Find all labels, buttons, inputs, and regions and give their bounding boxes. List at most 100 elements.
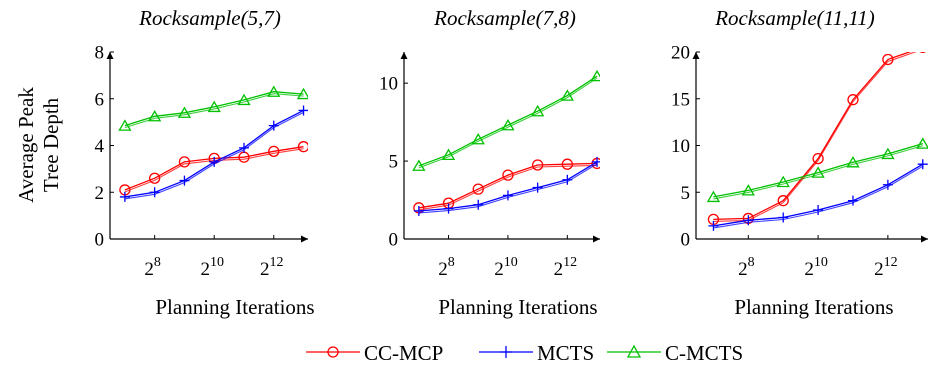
circle-marker-icon [327, 346, 339, 358]
y-ticks: 0 2 4 6 8 [95, 43, 114, 251]
series-line-shadow [713, 52, 917, 222]
x-axis-arrow-icon [593, 235, 600, 243]
y-tick-label: 8 [95, 43, 105, 64]
data-point-plus [532, 182, 543, 193]
plot-lines [118, 85, 308, 202]
data-point-plus [917, 159, 928, 170]
data-point-plus [502, 190, 513, 201]
x-tick-label: 210 [804, 255, 828, 280]
data-point-triangle [531, 104, 545, 117]
series-mcts [119, 105, 308, 202]
data-point-circle [502, 169, 514, 181]
data-point-triangle [118, 119, 132, 131]
x-axis-label: Planning Iterations [438, 295, 597, 319]
data-point-circle [178, 156, 191, 168]
data-point-plus [778, 212, 789, 223]
series-mcts [413, 156, 600, 216]
series-cc-mcp [119, 141, 308, 196]
y-tick-label: 15 [671, 89, 690, 110]
legend-label: CC-MCP [364, 341, 443, 365]
data-point-plus [562, 174, 573, 185]
series-cc-mcp [707, 52, 926, 226]
series-line-shadow [124, 93, 304, 129]
data-point-plus [708, 220, 719, 231]
series-line [418, 75, 598, 167]
series-c-mcts [706, 137, 928, 203]
data-point-circle [149, 172, 161, 184]
data-point-circle [812, 152, 824, 165]
x-tick-label: 212 [554, 255, 578, 280]
y-tick-label: 4 [95, 136, 105, 157]
data-point-circle [919, 52, 926, 53]
data-point-circle [847, 94, 859, 106]
x-axis-label: Planning Iterations [155, 295, 314, 319]
y-axis-arrow-icon [692, 52, 700, 59]
data-point-triangle [706, 190, 721, 203]
plot-lines [412, 69, 600, 216]
y-tick-label: 0 [681, 230, 691, 251]
x-axis-arrow-icon [921, 235, 928, 243]
data-point-circle [531, 159, 544, 171]
data-point-triangle [741, 184, 755, 196]
data-point-triangle [560, 89, 574, 101]
panel-rocksample-7-8: Rocksample(7,8) 0 5 10 28 210 212 Planning I… [379, 6, 600, 319]
y-axis-label-line-1: Average Peak [14, 87, 38, 203]
y-tick-label: 5 [389, 152, 399, 173]
data-point-plus [473, 199, 484, 210]
data-point-circle [561, 158, 573, 170]
x-tick-label: 212 [260, 255, 284, 280]
y-tick-label: 0 [389, 230, 399, 251]
triangle-marker-icon [626, 344, 642, 358]
data-point-circle [777, 195, 789, 207]
plot-lines [706, 52, 928, 231]
data-point-circle [882, 53, 894, 66]
y-ticks: 0 5 10 15 20 [671, 43, 700, 251]
y-tick-label: 10 [379, 74, 398, 95]
data-point-plus [268, 120, 279, 131]
data-point-plus [298, 105, 308, 116]
panel-rocksample-5-7: Rocksample(5,7) 0 2 4 6 8 28 210 212 Planning … [14, 6, 315, 319]
data-point-plus [813, 205, 824, 216]
series-line-shadow [713, 145, 923, 200]
series-mcts [708, 159, 928, 231]
x-axis-label: Planning Iterations [734, 295, 893, 319]
x-ticks: 28 210 212 [144, 235, 284, 280]
data-point-plus [592, 156, 600, 167]
legend-label: MCTS [537, 341, 594, 365]
data-point-triangle [237, 93, 251, 106]
series-cc-mcp [413, 157, 600, 214]
y-tick-label: 10 [671, 136, 690, 157]
y-ticks: 0 5 10 [379, 74, 408, 251]
y-tick-label: 2 [95, 183, 105, 204]
data-point-triangle [916, 137, 928, 149]
data-point-triangle [846, 156, 860, 168]
panel-title: Rocksample(7,8) [433, 6, 576, 30]
data-point-circle [472, 183, 484, 195]
x-ticks: 28 210 212 [738, 235, 898, 280]
y-axis-arrow-icon [106, 52, 114, 59]
data-point-circle [268, 145, 280, 157]
legend-entry-mcts: MCTS [479, 341, 594, 365]
panel-rocksample-11-11: Rocksample(11,11) 0 5 10 15 20 28 210 212 Plan… [671, 6, 928, 319]
data-point-triangle [811, 166, 825, 178]
series-line [124, 91, 304, 127]
data-point-triangle [148, 109, 162, 122]
x-tick-label: 28 [738, 255, 755, 280]
series-c-mcts [412, 69, 600, 171]
data-point-triangle [412, 159, 426, 171]
data-point-triangle [441, 148, 456, 160]
panel-title: Rocksample(11,11) [714, 6, 875, 30]
legend-entry-c-mcts: C-MCTS [607, 341, 743, 365]
data-point-triangle [177, 106, 192, 118]
data-point-plus [847, 195, 858, 206]
y-axis-label-line-2: Tree Depth [39, 97, 63, 192]
x-tick-label: 210 [494, 255, 518, 280]
series-line-shadow [418, 77, 598, 169]
y-axis-arrow-icon [400, 52, 408, 59]
data-point-plus [149, 187, 160, 198]
x-tick-label: 212 [874, 255, 898, 280]
data-point-triangle [776, 175, 790, 188]
data-point-triangle [471, 132, 485, 145]
y-tick-label: 0 [95, 230, 105, 251]
